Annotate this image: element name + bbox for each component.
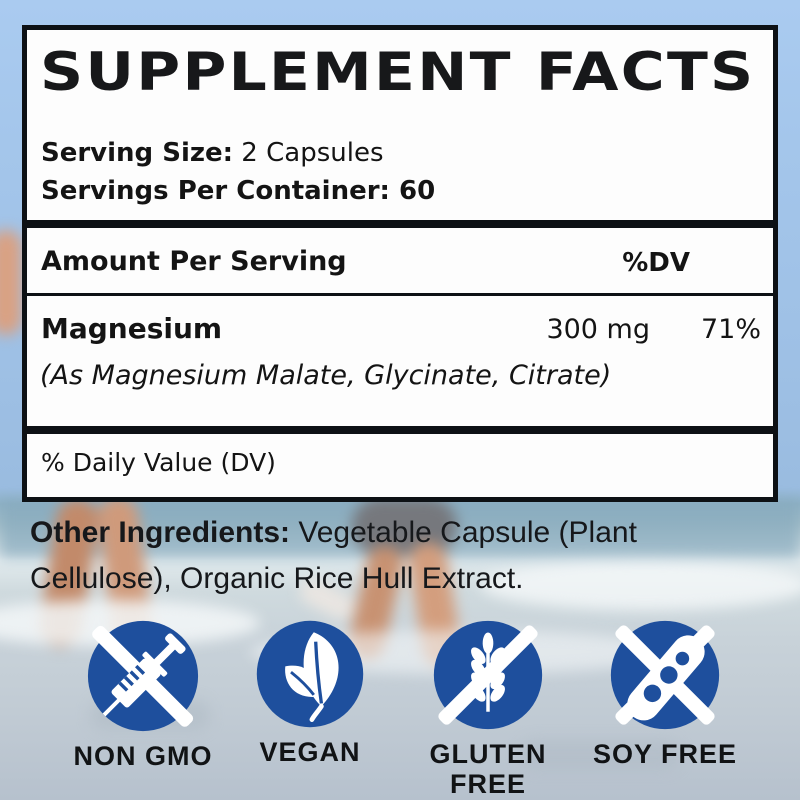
thick-divider <box>27 426 773 434</box>
percent-dv-header: %DV <box>622 248 690 278</box>
thin-divider <box>27 293 773 296</box>
badge-label: GLUTEN FREE <box>429 739 547 799</box>
nutrient-amount: 300 mg <box>546 314 650 345</box>
serving-size-line: Serving Size: 2 Capsules <box>41 138 383 168</box>
badge-label: VEGAN <box>259 737 361 767</box>
badge-gluten-free: GLUTEN FREE <box>400 617 576 799</box>
magnesium-forms-note: (As Magnesium Malate, Glycinate, Citrate… <box>40 360 612 391</box>
badge-soy-free: SOY FREE <box>577 617 753 769</box>
servings-per-container-label: Servings Per Container: <box>41 176 400 206</box>
badge-row: NON GMO VEGAN <box>0 617 800 800</box>
no-syringe-icon <box>87 620 199 732</box>
no-soybean-icon <box>610 620 720 730</box>
badge-non-gmo: NON GMO <box>55 617 231 771</box>
leaf-icon <box>256 620 364 728</box>
serving-size-label: Serving Size: <box>41 138 234 168</box>
thick-divider <box>27 220 773 228</box>
runner-arm-blur <box>0 230 22 335</box>
servings-per-container-line: Servings Per Container: 60 <box>41 176 435 206</box>
daily-value-footnote: % Daily Value (DV) <box>41 448 276 477</box>
panel-title: SUPPLEMENT FACTS <box>40 42 756 103</box>
badge-label: NON GMO <box>73 741 213 771</box>
badge-label: SOY FREE <box>592 739 738 769</box>
serving-size-value: 2 Capsules <box>233 138 384 168</box>
supplement-facts-panel: SUPPLEMENT FACTS Serving Size: 2 Capsule… <box>22 25 778 502</box>
nutrient-name: Magnesium <box>41 312 223 345</box>
surf-foam <box>480 560 800 610</box>
other-ingredients-label: Other Ingredients: <box>30 516 299 549</box>
servings-per-container-value: 60 <box>399 176 436 206</box>
nutrient-dv-percent: 71% <box>700 314 761 345</box>
sand-shadow <box>520 740 680 770</box>
other-ingredients-value: Vegetable Capsule (Plant Cellulose), Org… <box>30 516 637 595</box>
badge-vegan: VEGAN <box>222 617 398 767</box>
other-ingredients-text: Other Ingredients: Vegetable Capsule (Pl… <box>30 510 740 602</box>
no-wheat-icon <box>433 620 543 730</box>
amount-per-serving-header: Amount Per Serving <box>41 246 347 277</box>
